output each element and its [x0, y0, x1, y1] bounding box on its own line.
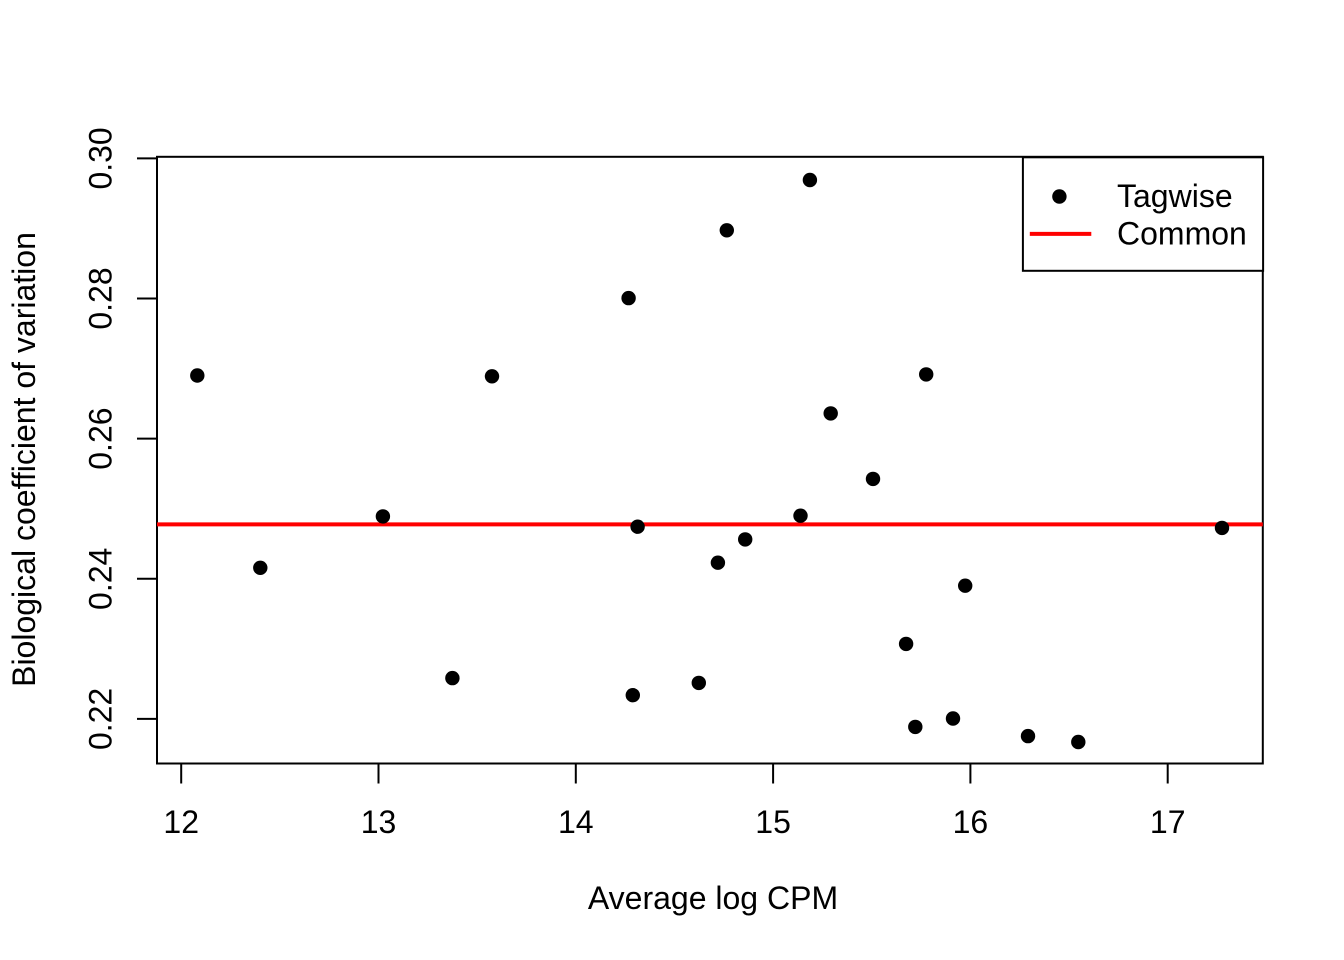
svg-text:0.24: 0.24 — [83, 548, 119, 610]
svg-text:Biological coefficient of vari: Biological coefficient of variation — [6, 232, 42, 687]
svg-text:0.26: 0.26 — [83, 407, 119, 469]
svg-text:14: 14 — [558, 804, 594, 840]
svg-text:Tagwise: Tagwise — [1117, 178, 1233, 214]
svg-text:Average log CPM: Average log CPM — [588, 880, 838, 916]
svg-text:13: 13 — [361, 804, 397, 840]
svg-text:0.22: 0.22 — [83, 688, 119, 750]
svg-text:0.30: 0.30 — [83, 127, 119, 189]
svg-text:0.28: 0.28 — [83, 267, 119, 329]
svg-text:12: 12 — [163, 804, 199, 840]
svg-text:15: 15 — [755, 804, 791, 840]
svg-text:17: 17 — [1150, 804, 1186, 840]
svg-text:Common: Common — [1117, 216, 1247, 252]
svg-text:16: 16 — [953, 804, 989, 840]
